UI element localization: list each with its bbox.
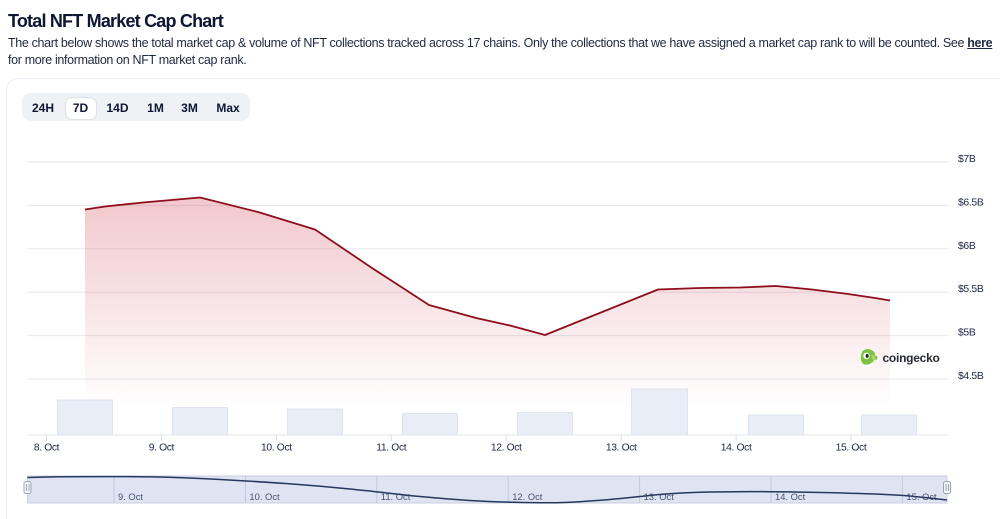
svg-text:$4.5B: $4.5B [958,371,984,382]
svg-text:$7B: $7B [958,154,976,165]
svg-text:$6.5B: $6.5B [958,197,984,208]
svg-text:10. Oct: 10. Oct [261,443,292,454]
svg-text:8. Oct: 8. Oct [34,443,60,454]
svg-text:15. Oct: 15. Oct [906,491,937,502]
svg-text:12. Oct: 12. Oct [491,443,522,454]
svg-text:9. Oct: 9. Oct [149,443,175,454]
svg-text:coingecko: coingecko [883,351,940,365]
svg-text:$5B: $5B [958,328,976,339]
svg-text:9. Oct: 9. Oct [118,491,143,502]
svg-text:10. Oct: 10. Oct [249,491,280,502]
svg-text:13. Oct: 13. Oct [606,443,637,454]
svg-text:$5.5B: $5.5B [958,284,984,295]
svg-text:12. Oct: 12. Oct [512,491,543,502]
svg-text:14. Oct: 14. Oct [721,443,752,454]
svg-text:11. Oct: 11. Oct [376,443,406,454]
svg-text:14. Oct: 14. Oct [775,491,806,502]
svg-text:$6B: $6B [958,241,976,252]
svg-text:15. Oct: 15. Oct [836,443,867,454]
svg-text:11. Oct: 11. Oct [381,491,411,502]
svg-text:13. Oct: 13. Oct [644,491,675,502]
